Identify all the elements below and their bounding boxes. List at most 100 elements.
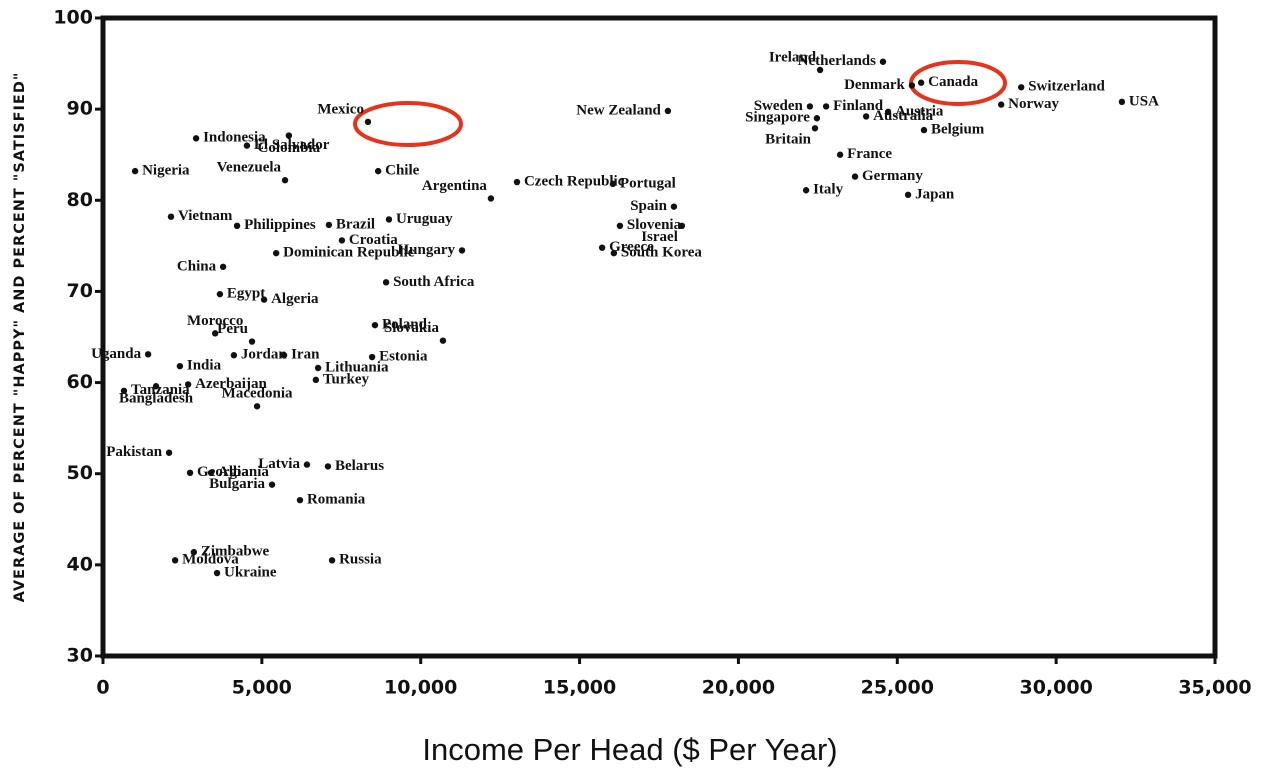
point-label: Portugal — [620, 175, 676, 191]
y-tick-label: 60 — [67, 371, 93, 393]
point — [184, 381, 192, 388]
point-label: Bulgaria — [209, 476, 265, 492]
point — [836, 151, 844, 158]
point-label: Japan — [915, 186, 955, 202]
point — [364, 118, 372, 126]
point-label: Azerbaijan — [195, 376, 267, 392]
point — [176, 362, 184, 370]
point — [167, 213, 175, 220]
point — [1118, 98, 1126, 106]
y-tick-label: 70 — [67, 280, 93, 302]
point-label: Canada — [928, 74, 979, 90]
x-tick-label: 10,000 — [384, 677, 457, 699]
point — [280, 352, 288, 359]
point — [325, 221, 333, 229]
y-tick-label: 40 — [67, 553, 93, 575]
y-tick-label: 80 — [67, 189, 93, 211]
point — [296, 496, 304, 504]
point — [904, 191, 912, 199]
point — [314, 364, 322, 372]
point — [997, 101, 1005, 108]
point-label: Vietnam — [178, 208, 233, 224]
point — [272, 249, 280, 257]
point — [230, 352, 238, 359]
point-label: Australia — [873, 108, 934, 124]
highlight-ring — [353, 101, 463, 147]
point — [439, 337, 447, 344]
x-tick-label: 15,000 — [543, 677, 616, 699]
point — [813, 115, 821, 122]
point — [664, 107, 672, 115]
point-label: Georgia — [197, 464, 249, 480]
point — [144, 351, 152, 358]
point-label: Albania — [218, 464, 269, 480]
point-label: Hungary — [398, 242, 456, 258]
point — [216, 290, 224, 298]
point-label: Britain — [765, 132, 811, 148]
point-label: Macedonia — [222, 386, 293, 402]
point — [171, 557, 179, 564]
point — [324, 463, 332, 470]
plot-frame — [100, 15, 1218, 659]
point — [190, 548, 198, 556]
point-label: Moldova — [182, 552, 239, 568]
point — [192, 135, 200, 142]
point — [458, 247, 466, 254]
point-label: Germany — [862, 168, 923, 184]
y-tick-label: 100 — [53, 7, 93, 29]
point — [371, 321, 379, 329]
point-label: Jordan — [241, 347, 288, 363]
point — [862, 113, 870, 120]
point — [253, 403, 261, 410]
point-label: Belgium — [931, 122, 985, 138]
point — [248, 338, 256, 345]
point — [260, 296, 268, 303]
point — [879, 58, 887, 65]
point — [917, 79, 925, 86]
y-axis-title: AVERAGE OF PERCENT "HAPPY" AND PERCENT "… — [12, 72, 28, 603]
point — [616, 222, 624, 230]
point — [281, 177, 289, 184]
x-tick-label: 0 — [96, 677, 109, 699]
point-label: Ukraine — [224, 564, 277, 580]
point-label: Russia — [339, 552, 382, 568]
point — [165, 449, 173, 456]
point — [382, 279, 390, 286]
point-label: Latvia — [258, 456, 300, 472]
point-label: Sweden — [754, 98, 804, 114]
x-tick-label: 35,000 — [1178, 677, 1251, 699]
point — [670, 203, 678, 210]
point — [211, 330, 219, 337]
point — [374, 167, 382, 175]
point — [368, 353, 376, 361]
point-label: Pakistan — [106, 444, 163, 460]
point — [822, 103, 830, 110]
x-tick-label: 20,000 — [702, 677, 775, 699]
point-label: Egypt — [227, 286, 265, 302]
point — [802, 187, 810, 194]
point-label: Nigeria — [142, 163, 190, 179]
point — [920, 126, 928, 134]
point-label: Algeria — [271, 291, 319, 307]
point-label: Slovenia — [627, 217, 682, 233]
point-label: Venezuela — [217, 160, 282, 176]
point-label: New Zealand — [576, 102, 661, 118]
point — [678, 222, 686, 230]
x-tick-label: 5,000 — [232, 677, 292, 699]
point-label: Spain — [630, 198, 667, 214]
point-label: Slovakia — [384, 320, 440, 336]
point — [338, 237, 346, 244]
point-label: India — [187, 358, 222, 374]
point — [908, 82, 916, 89]
point-label: Singapore — [745, 110, 810, 126]
point-label: South Africa — [393, 274, 475, 290]
point-label: Denmark — [844, 77, 905, 93]
point-label: Switzerland — [1028, 79, 1105, 95]
point-label: Peru — [217, 321, 248, 337]
point-label: Uganda — [91, 346, 142, 362]
point-label: Czech Republic — [524, 173, 625, 189]
point — [513, 178, 521, 186]
point — [243, 142, 251, 149]
point-label: Colombia — [258, 140, 321, 156]
